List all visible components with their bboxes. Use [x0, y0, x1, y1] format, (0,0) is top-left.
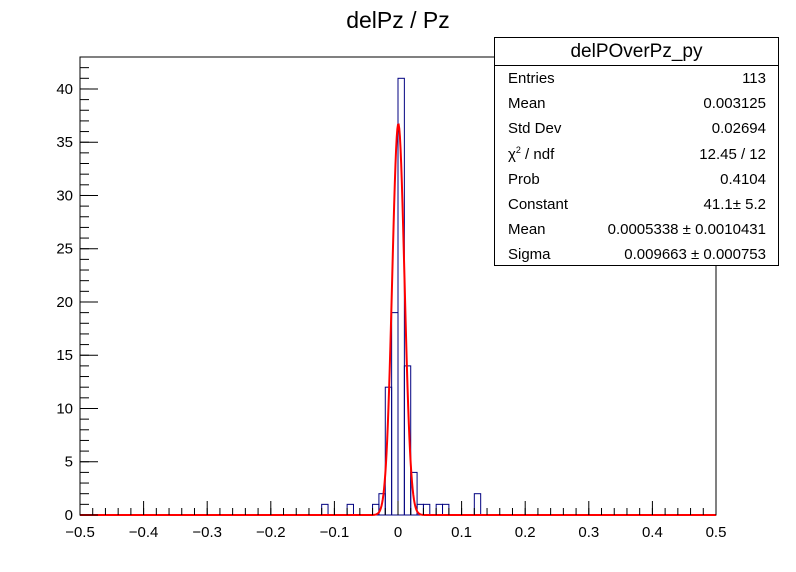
stats-row-value: 41.1± 5.2	[703, 195, 766, 213]
x-tick-label: −0.5	[65, 524, 95, 541]
histogram-bar	[435, 503, 444, 516]
stats-row-label: Std Dev	[508, 120, 562, 138]
chart-title: delPz / Pz	[346, 7, 450, 33]
stats-row: Entries 113	[495, 66, 778, 91]
histogram-bar	[442, 503, 450, 516]
y-tick-label: 35	[56, 134, 73, 151]
histogram-bar	[410, 471, 418, 516]
stats-row-value: 0.0005338 ± 0.0010431	[607, 221, 766, 239]
x-tick-label: 0.5	[706, 524, 727, 541]
y-tick-label: 20	[56, 294, 73, 311]
x-tick-label: 0	[394, 524, 402, 541]
x-tick-label: −0.3	[192, 524, 222, 541]
x-tick-label: 0.1	[451, 524, 472, 541]
stats-row-value: 0.4104	[720, 170, 766, 188]
stats-box-title: delPOverPz_py	[495, 38, 778, 66]
y-tick-label: 0	[65, 507, 73, 524]
stats-row: Mean 0.003125	[495, 91, 778, 116]
stats-row: Constant 41.1± 5.2	[495, 192, 778, 217]
histogram-bar	[346, 503, 354, 516]
y-tick-label: 10	[56, 400, 73, 417]
stats-box: delPOverPz_py Entries 113 Mean 0.003125 Std …	[494, 37, 779, 266]
x-tick-label: 0.3	[578, 524, 599, 541]
x-tick-label: 0.2	[515, 524, 536, 541]
stats-row: Mean 0.0005338 ± 0.0010431	[495, 217, 778, 242]
stats-row-label: χ2 / ndf	[508, 144, 555, 163]
y-tick-label: 40	[56, 81, 73, 98]
stats-row-label: Prob	[508, 170, 540, 188]
stats-row-label: Mean	[508, 221, 546, 239]
histogram-bar	[321, 503, 329, 516]
x-tick-label: −0.1	[320, 524, 350, 541]
stats-row-value: 0.009663 ± 0.000753	[624, 246, 766, 264]
stats-row-label: Sigma	[508, 246, 551, 264]
y-tick-label: 30	[56, 187, 73, 204]
stats-row-label: Entries	[508, 70, 555, 87]
stats-row-value: 0.003125	[703, 95, 766, 113]
x-tick-label: −0.2	[256, 524, 286, 541]
histogram-bar	[422, 503, 431, 516]
stats-row: χ2 / ndf 12.45 / 12	[495, 142, 778, 167]
stats-row: Std Dev 0.02694	[495, 116, 778, 141]
y-tick-label: 15	[56, 347, 73, 364]
stats-row-value: 0.02694	[711, 120, 766, 138]
stats-row-label: Mean	[508, 95, 546, 113]
stats-row-value: 12.45 / 12	[699, 145, 766, 163]
x-tick-label: −0.4	[129, 524, 159, 541]
y-tick-label: 25	[56, 241, 73, 258]
stats-row: Sigma 0.009663 ± 0.000753	[495, 242, 778, 267]
stats-row-label: Constant	[508, 195, 569, 213]
histogram-bar	[391, 312, 399, 516]
stats-row-value: 113	[742, 70, 766, 87]
x-tick-label: 0.4	[642, 524, 663, 541]
stats-row: Prob 0.4104	[495, 167, 778, 192]
histogram-bar	[473, 493, 482, 516]
y-tick-label: 5	[65, 454, 73, 471]
fit-curve	[80, 123, 716, 516]
